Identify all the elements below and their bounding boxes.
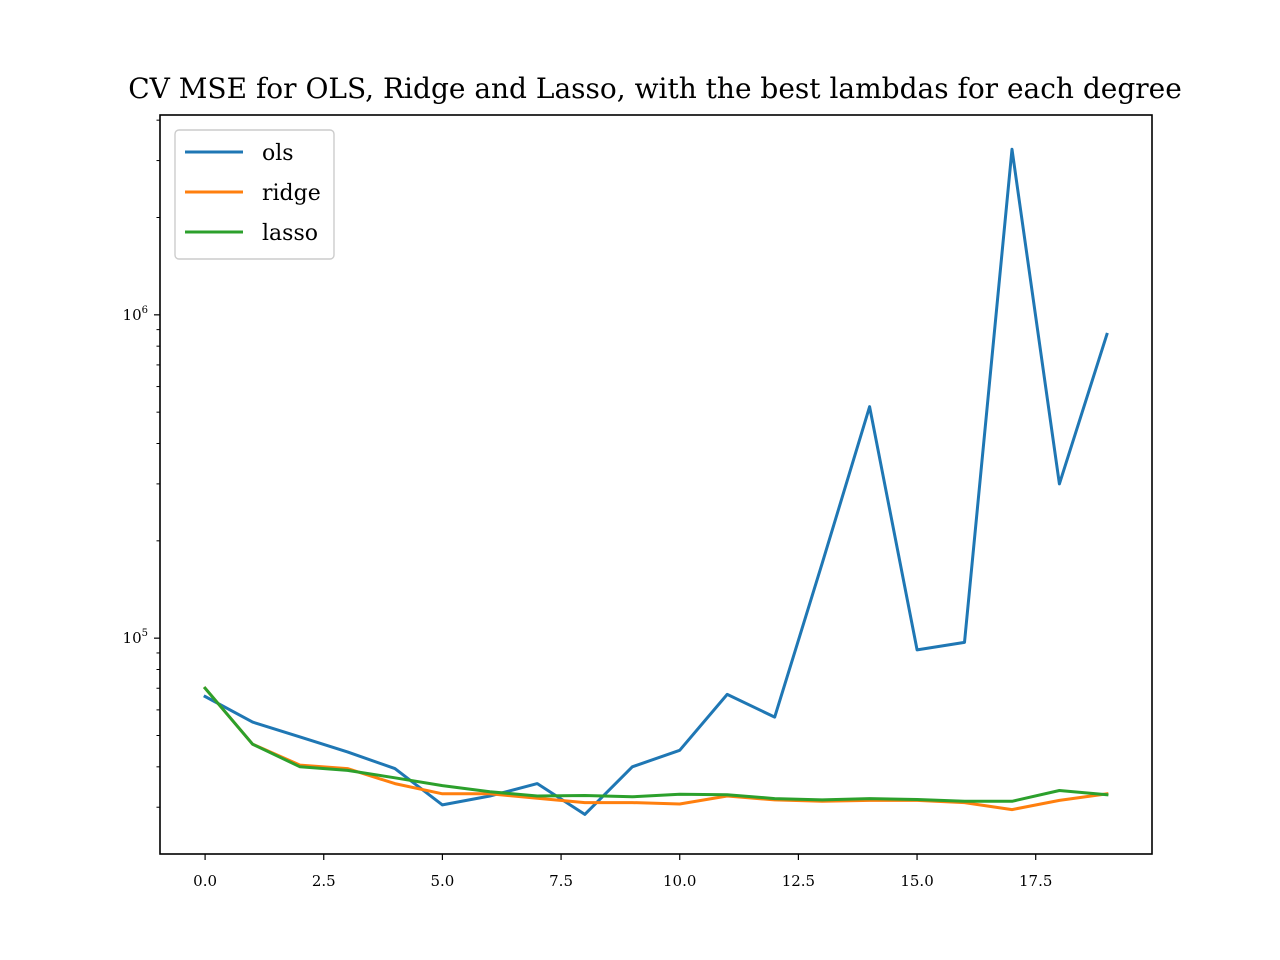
series-line-ols (203, 147, 1109, 816)
x-tick-label: 15.0 (900, 872, 933, 890)
y-axis: 105 106 (123, 119, 160, 808)
legend-label-ols: ols (262, 141, 294, 166)
x-tick-label: 2.5 (312, 872, 336, 890)
chart-title: CV MSE for OLS, Ridge and Lasso, with th… (128, 72, 1182, 105)
x-axis: 0.0 2.5 5.0 7.5 10.0 12.5 15.0 17.5 (193, 854, 1052, 890)
x-tick-label: 5.0 (430, 872, 454, 890)
x-tick-label: 17.5 (1019, 872, 1052, 890)
legend-label-ridge: ridge (262, 181, 321, 206)
x-tick-label: 10.0 (663, 872, 696, 890)
x-tick-label: 0.0 (193, 872, 217, 890)
legend: ols ridge lasso (174, 129, 335, 260)
legend-label-lasso: lasso (262, 221, 318, 246)
plot-area (159, 114, 1153, 855)
y-tick-label: 106 (123, 305, 148, 324)
x-tick-label: 7.5 (549, 872, 573, 890)
series-lines (202, 147, 1109, 816)
legend-box (174, 129, 335, 260)
x-tick-label: 12.5 (782, 872, 815, 890)
y-tick-label: 105 (123, 628, 148, 647)
series-line-lasso (202, 686, 1109, 803)
